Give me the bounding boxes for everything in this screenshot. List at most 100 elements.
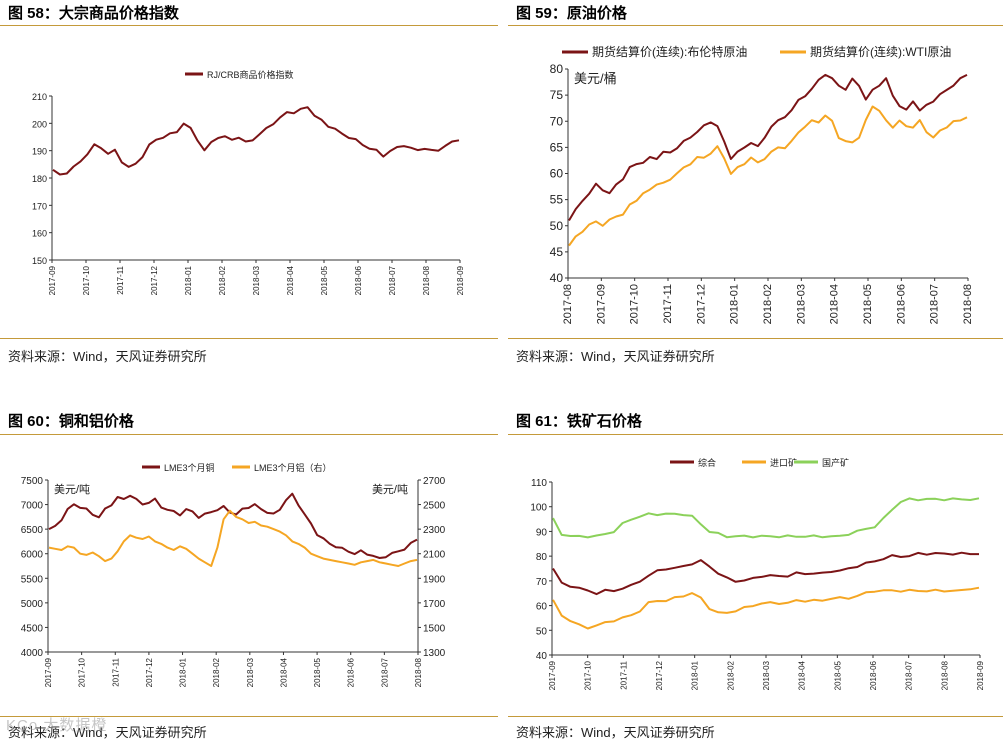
- x-tick-label: 2018-03: [762, 660, 771, 690]
- x-tick-label: 2017-11: [662, 284, 674, 324]
- series-line-0: [552, 551, 979, 596]
- y-tick-label: 80: [550, 62, 564, 76]
- y-tick-label: 210: [32, 92, 47, 102]
- iron-ore-chart: 40 50 60 70 80 90 100 110 2017-09 2017-10 2017-11 2…: [530, 457, 985, 690]
- y-tick-label: 6000: [21, 550, 44, 561]
- y-tick-label: 90: [536, 527, 548, 538]
- legend-label-1: 进口矿: [770, 457, 797, 468]
- x-tick-label: 2018-01: [729, 284, 741, 324]
- series-line-1: [568, 105, 968, 247]
- x-tick-label: 2017-10: [82, 265, 91, 295]
- y-tick-label: 5000: [21, 599, 44, 610]
- x-tick-label: 2018-05: [313, 657, 322, 687]
- crude-oil-chart: 40 45 50 55 60 65 70 75 80 2017-08 2017-09 2017-10 2…: [550, 44, 974, 324]
- x-tick-label: 2018-07: [929, 284, 941, 324]
- x-tick-label: 2018-07: [905, 660, 914, 690]
- x-tick-label: 2018-09: [456, 265, 465, 295]
- y-tick-label: 80: [536, 552, 548, 563]
- x-tick-label: 2017-12: [695, 284, 707, 324]
- panel-60-top-rule: [0, 434, 498, 435]
- y-tick-label: 4000: [21, 648, 44, 659]
- panel-59-title: 图 59：原油价格: [516, 5, 627, 22]
- y-tick-label: 45: [550, 245, 564, 259]
- series-line-0: [568, 73, 968, 222]
- x-tick-label: 2018-04: [279, 657, 288, 687]
- legend-label-0: 期货结算价(连续):布伦特原油: [592, 44, 747, 59]
- y-tick-label: 60: [536, 602, 548, 613]
- y-right-tick-label: 2700: [423, 476, 446, 487]
- x-tick-label: 2018-02: [218, 265, 227, 295]
- x-tick-label: 2018-04: [829, 284, 841, 324]
- x-tick-label: 2018-08: [422, 265, 431, 295]
- x-tick-label: 2018-04: [798, 660, 807, 690]
- x-tick-label: 2017-12: [655, 660, 664, 690]
- x-tick-label: 2018-06: [895, 284, 907, 324]
- y-tick-label: 50: [536, 626, 548, 637]
- x-tick-label: 2017-10: [629, 284, 641, 324]
- x-tick-label: 2017-12: [150, 265, 159, 295]
- panel-58-title: 图 58：大宗商品价格指数: [8, 5, 179, 22]
- unit-label: 美元/吨: [372, 483, 408, 496]
- y-tick-label: 100: [530, 503, 547, 514]
- y-tick-label: 6500: [21, 525, 44, 536]
- panel-58-bottom-rule: [0, 338, 498, 339]
- series-line-0: [52, 106, 460, 176]
- y-right-tick-label: 1900: [423, 574, 446, 585]
- x-tick-label: 2018-05: [833, 660, 842, 690]
- panel-59-bottom-rule: [508, 338, 1003, 339]
- y-right-tick-label: 1500: [423, 623, 446, 634]
- y-right-tick-label: 2100: [423, 550, 446, 561]
- y-tick-label: 110: [531, 478, 547, 489]
- y-tick-label: 60: [550, 167, 564, 181]
- y-tick-label: 7500: [21, 476, 44, 487]
- y-right-tick-label: 2300: [423, 525, 446, 536]
- x-tick-label: 2017-11: [619, 660, 628, 689]
- legend-label-0: 综合: [698, 457, 716, 468]
- x-tick-label: 2018-02: [212, 657, 221, 687]
- x-tick-label: 2018-06: [869, 660, 878, 690]
- panel-61-bottom-rule: [508, 716, 1003, 717]
- x-tick-label: 2018-08: [940, 660, 949, 690]
- watermark: KCo 大数据橙: [6, 717, 108, 734]
- y-tick-label: 5500: [21, 574, 44, 585]
- x-tick-label: 2018-08: [414, 657, 423, 687]
- y-tick-label: 40: [550, 271, 564, 285]
- x-tick-label: 2018-06: [347, 657, 356, 687]
- x-tick-label: 2018-01: [691, 660, 700, 690]
- panel-61-top-rule: [508, 434, 1003, 435]
- y-tick-label: 40: [536, 651, 548, 662]
- y-right-tick-label: 2500: [423, 501, 446, 512]
- panel-59-top-rule: [508, 25, 1003, 26]
- series-line-1: [552, 586, 980, 630]
- legend-label-1: LME3个月铝（右）: [254, 462, 332, 473]
- x-tick-label: 2018-09: [976, 660, 985, 690]
- copper-aluminum-chart: 4000 4500 5000 5500 6000 6500 7000 7500 1300 1500…: [21, 462, 446, 687]
- y-tick-label: 200: [32, 119, 47, 129]
- y-tick-label: 170: [32, 201, 47, 211]
- x-tick-label: 2018-04: [286, 265, 295, 295]
- y-tick-label: 190: [32, 147, 47, 157]
- y-tick-label: 50: [550, 219, 564, 233]
- y-tick-label: 150: [32, 256, 47, 266]
- x-tick-label: 2017-09: [548, 660, 557, 690]
- x-tick-label: 2018-01: [179, 657, 188, 687]
- y-tick-label: 4500: [21, 623, 44, 634]
- legend-label-1: 期货结算价(连续):WTI原油: [810, 44, 951, 59]
- x-tick-label: 2017-11: [116, 265, 125, 294]
- y-tick-label: 70: [550, 114, 564, 128]
- legend-label-0: RJ/CRB商品价格指数: [207, 69, 294, 80]
- y-tick-label: 7000: [21, 501, 44, 512]
- x-tick-label: 2017-09: [44, 657, 53, 687]
- x-tick-label: 2017-10: [584, 660, 593, 690]
- x-tick-label: 2017-09: [595, 284, 607, 324]
- series-line-2: [552, 497, 980, 539]
- x-tick-label: 2018-08: [962, 284, 974, 324]
- panel-59-source: 资料来源：Wind，天风证券研究所: [516, 349, 715, 364]
- panel-61-title: 图 61：铁矿石价格: [516, 413, 642, 430]
- unit-label: 美元/桶: [574, 71, 617, 86]
- x-tick-label: 2018-05: [320, 265, 329, 295]
- y-tick-label: 180: [32, 174, 47, 184]
- panel-61-source: 资料来源：Wind，天风证券研究所: [516, 725, 715, 740]
- x-tick-label: 2018-07: [388, 265, 397, 295]
- x-tick-label: 2017-08: [562, 284, 574, 324]
